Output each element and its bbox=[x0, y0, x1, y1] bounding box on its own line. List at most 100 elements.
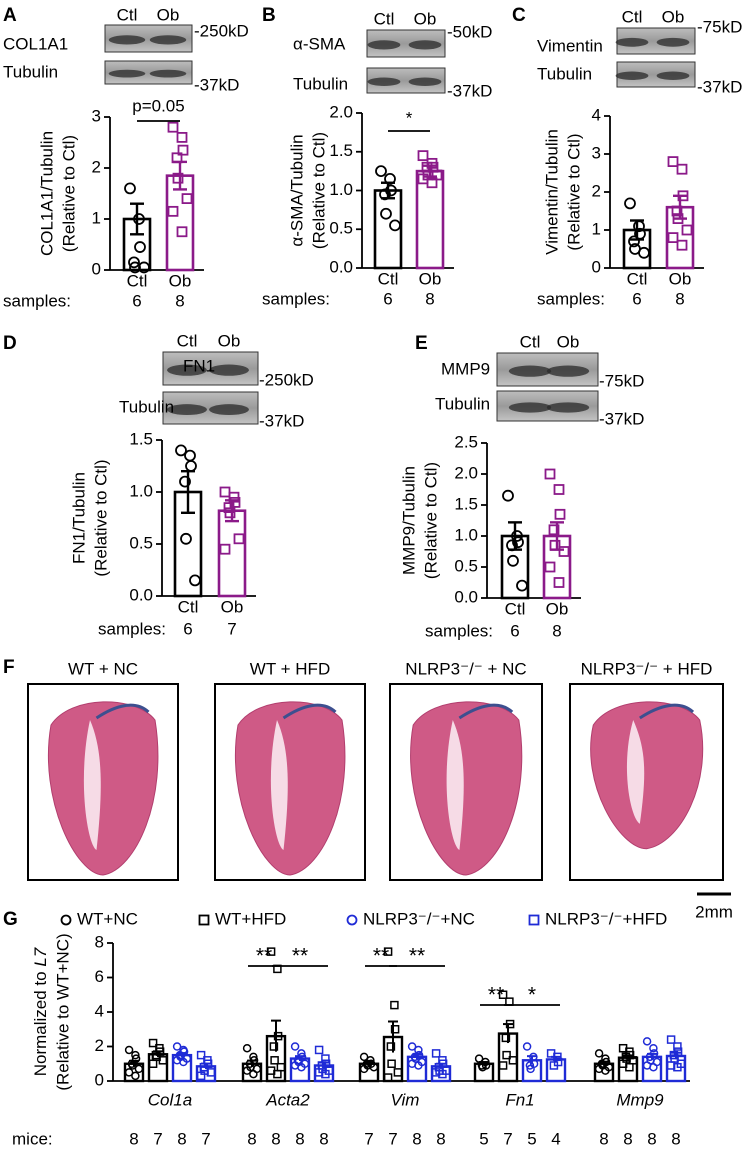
y-tick-label: 2.0 bbox=[329, 102, 353, 121]
data-point bbox=[502, 1050, 511, 1060]
data-point bbox=[124, 182, 136, 195]
y-axis-label: (Relative to Ctl) bbox=[91, 459, 110, 576]
data-point bbox=[249, 1069, 258, 1079]
data-point bbox=[645, 1052, 655, 1062]
y-tick-label: 8 bbox=[95, 932, 104, 951]
data-point bbox=[628, 235, 640, 248]
data-point bbox=[506, 539, 518, 552]
data-point bbox=[290, 1042, 300, 1051]
histology-title: WT + HFD bbox=[250, 659, 330, 678]
data-point bbox=[505, 1019, 515, 1029]
data-point bbox=[369, 1062, 379, 1072]
y-axis-label: Vimentin/Tubulin bbox=[542, 129, 561, 255]
blot-band bbox=[656, 37, 690, 47]
n-count: 7 bbox=[388, 1129, 397, 1148]
blot-band bbox=[167, 364, 207, 376]
y-tick-label: 0.5 bbox=[329, 219, 353, 238]
data-point bbox=[266, 947, 276, 956]
n-label: mice: bbox=[12, 1129, 53, 1148]
y-tick-label: 1.5 bbox=[329, 141, 353, 160]
data-point bbox=[167, 205, 179, 217]
y-tick-label: 1 bbox=[92, 208, 101, 227]
data-point bbox=[196, 1071, 206, 1081]
y-tick-label: 0.0 bbox=[129, 585, 153, 604]
data-point bbox=[273, 1031, 283, 1041]
x-tick-label: Ctl bbox=[505, 599, 526, 618]
sample-count: 6 bbox=[132, 291, 141, 310]
blot-band bbox=[367, 40, 401, 50]
data-point bbox=[667, 156, 679, 168]
data-point bbox=[676, 163, 688, 175]
histology-vessel bbox=[95, 703, 150, 720]
histology-tissue bbox=[47, 701, 159, 876]
sample-count: 6 bbox=[383, 289, 392, 308]
y-axis-label: COL1A1/Tubulin bbox=[37, 131, 56, 256]
data-point bbox=[438, 1069, 447, 1079]
sample-count: 6 bbox=[510, 621, 519, 640]
data-point bbox=[379, 188, 391, 201]
n-count: 7 bbox=[201, 1129, 210, 1148]
n-count: 7 bbox=[364, 1129, 373, 1148]
data-point bbox=[124, 1068, 134, 1077]
blot-label: Tubulin bbox=[119, 397, 174, 416]
data-point bbox=[172, 1042, 182, 1051]
data-point bbox=[219, 543, 231, 555]
blot-band bbox=[508, 402, 552, 413]
samples-label: samples: bbox=[98, 619, 166, 638]
data-point bbox=[508, 1056, 518, 1065]
blot-marker: -250kD bbox=[259, 370, 314, 389]
panel-letter: G bbox=[3, 909, 18, 930]
significance-label: ** bbox=[488, 984, 504, 1007]
data-point bbox=[321, 1069, 330, 1079]
histology-tissue bbox=[234, 701, 346, 876]
y-axis-label: (Relative to Ctl) bbox=[421, 462, 440, 579]
data-point bbox=[526, 1064, 535, 1074]
data-point bbox=[642, 1037, 652, 1046]
data-point bbox=[478, 1062, 487, 1072]
blot-band bbox=[546, 402, 590, 413]
data-point bbox=[134, 1064, 144, 1074]
panel-letter: B bbox=[262, 5, 276, 26]
x-tick-label: Ctl bbox=[627, 269, 648, 288]
data-point bbox=[673, 1062, 682, 1072]
data-point bbox=[677, 190, 689, 202]
bar bbox=[473, 1062, 495, 1083]
legend-label: NLRP3⁻/⁻+NC bbox=[363, 909, 475, 928]
blot-band bbox=[167, 404, 207, 416]
data-point bbox=[522, 1042, 532, 1051]
y-axis-label: (Relative to Ctl) bbox=[309, 132, 328, 249]
data-point bbox=[474, 1054, 484, 1063]
y-tick-label: 0 bbox=[592, 257, 601, 276]
data-point bbox=[179, 475, 191, 488]
data-point bbox=[385, 184, 397, 197]
y-axis-label: FN1/Tubulin bbox=[69, 472, 88, 564]
data-point bbox=[633, 220, 645, 233]
significance-label: ** bbox=[373, 945, 389, 968]
data-point bbox=[185, 460, 197, 472]
data-point bbox=[314, 1045, 324, 1055]
legend-marker bbox=[346, 914, 358, 926]
data-point bbox=[359, 1064, 369, 1074]
data-point bbox=[501, 1033, 511, 1043]
x-tick-label: Ctl bbox=[378, 269, 399, 288]
sample-count: 6 bbox=[632, 289, 641, 308]
blot-band bbox=[367, 77, 401, 86]
data-point bbox=[206, 1068, 216, 1077]
y-tick-label: 1 bbox=[592, 219, 601, 238]
y-tick-label: 6 bbox=[95, 967, 104, 986]
panel-letter: C bbox=[512, 5, 526, 26]
data-point bbox=[276, 1062, 286, 1072]
data-point bbox=[297, 1062, 306, 1072]
data-point bbox=[548, 524, 560, 536]
significance-label: * bbox=[406, 108, 413, 127]
blot-band bbox=[656, 71, 690, 80]
n-count: 8 bbox=[671, 1129, 680, 1148]
x-tick-label: Ob bbox=[669, 269, 692, 288]
y-axis-label: Normalized to L7 bbox=[31, 947, 50, 1076]
data-point bbox=[383, 947, 393, 956]
data-point bbox=[389, 219, 401, 232]
data-point bbox=[426, 177, 438, 189]
lane-label: Ob bbox=[662, 7, 685, 26]
x-tick-label: Vim bbox=[391, 1090, 420, 1109]
sample-count: 6 bbox=[183, 619, 192, 638]
